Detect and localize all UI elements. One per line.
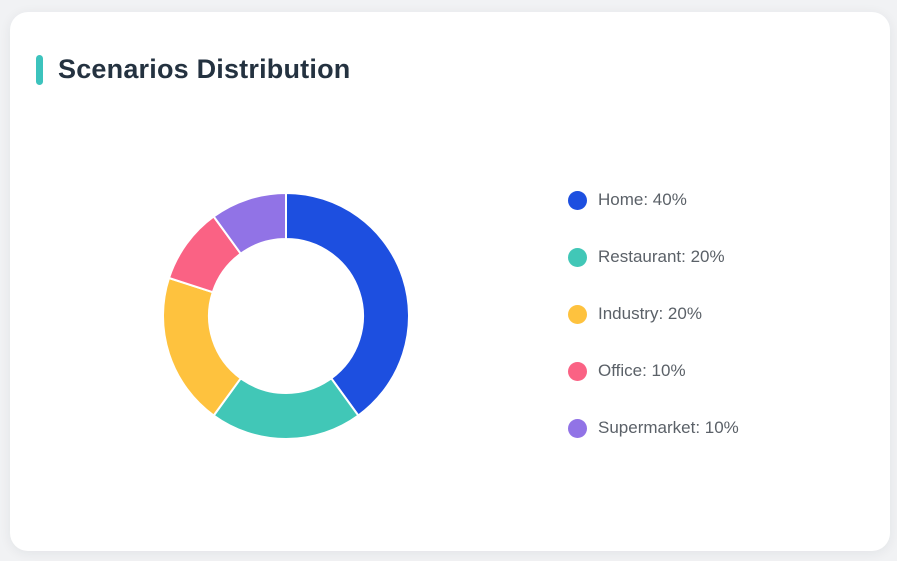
title-accent-bar xyxy=(36,54,43,85)
legend-label: Supermarket: 10% xyxy=(598,418,739,437)
scenarios-distribution-card: Scenarios Distribution Home: 40% Restaur… xyxy=(10,12,890,551)
legend-label: Home: 40% xyxy=(598,190,687,209)
donut-chart xyxy=(162,192,410,440)
donut-chart-container xyxy=(156,186,416,446)
page-title: Scenarios Distribution xyxy=(58,54,351,84)
legend-item-home[interactable]: Home: 40% xyxy=(568,190,739,210)
legend-item-restaurant[interactable]: Restaurant: 20% xyxy=(568,247,739,267)
legend-dot-icon xyxy=(568,361,587,381)
donut-slice-supermarket[interactable] xyxy=(212,192,287,255)
legend-label: Restaurant: 20% xyxy=(598,247,725,266)
legend-dot-icon xyxy=(568,247,587,267)
legend-item-office[interactable]: Office: 10% xyxy=(568,361,739,381)
legend-item-industry[interactable]: Industry: 20% xyxy=(568,304,739,324)
legend-item-supermarket[interactable]: Supermarket: 10% xyxy=(568,418,739,438)
donut-slice-home[interactable] xyxy=(285,192,410,417)
legend-dot-icon xyxy=(568,304,587,324)
donut-slice-restaurant[interactable] xyxy=(212,377,360,440)
chart-legend: Home: 40% Restaurant: 20% Industry: 20% … xyxy=(568,190,739,438)
legend-label: Industry: 20% xyxy=(598,304,702,323)
donut-slice-industry[interactable] xyxy=(162,276,242,417)
legend-label: Office: 10% xyxy=(598,361,686,380)
legend-dot-icon xyxy=(568,418,587,438)
card-header: Scenarios Distribution xyxy=(36,54,350,85)
legend-dot-icon xyxy=(568,190,587,210)
